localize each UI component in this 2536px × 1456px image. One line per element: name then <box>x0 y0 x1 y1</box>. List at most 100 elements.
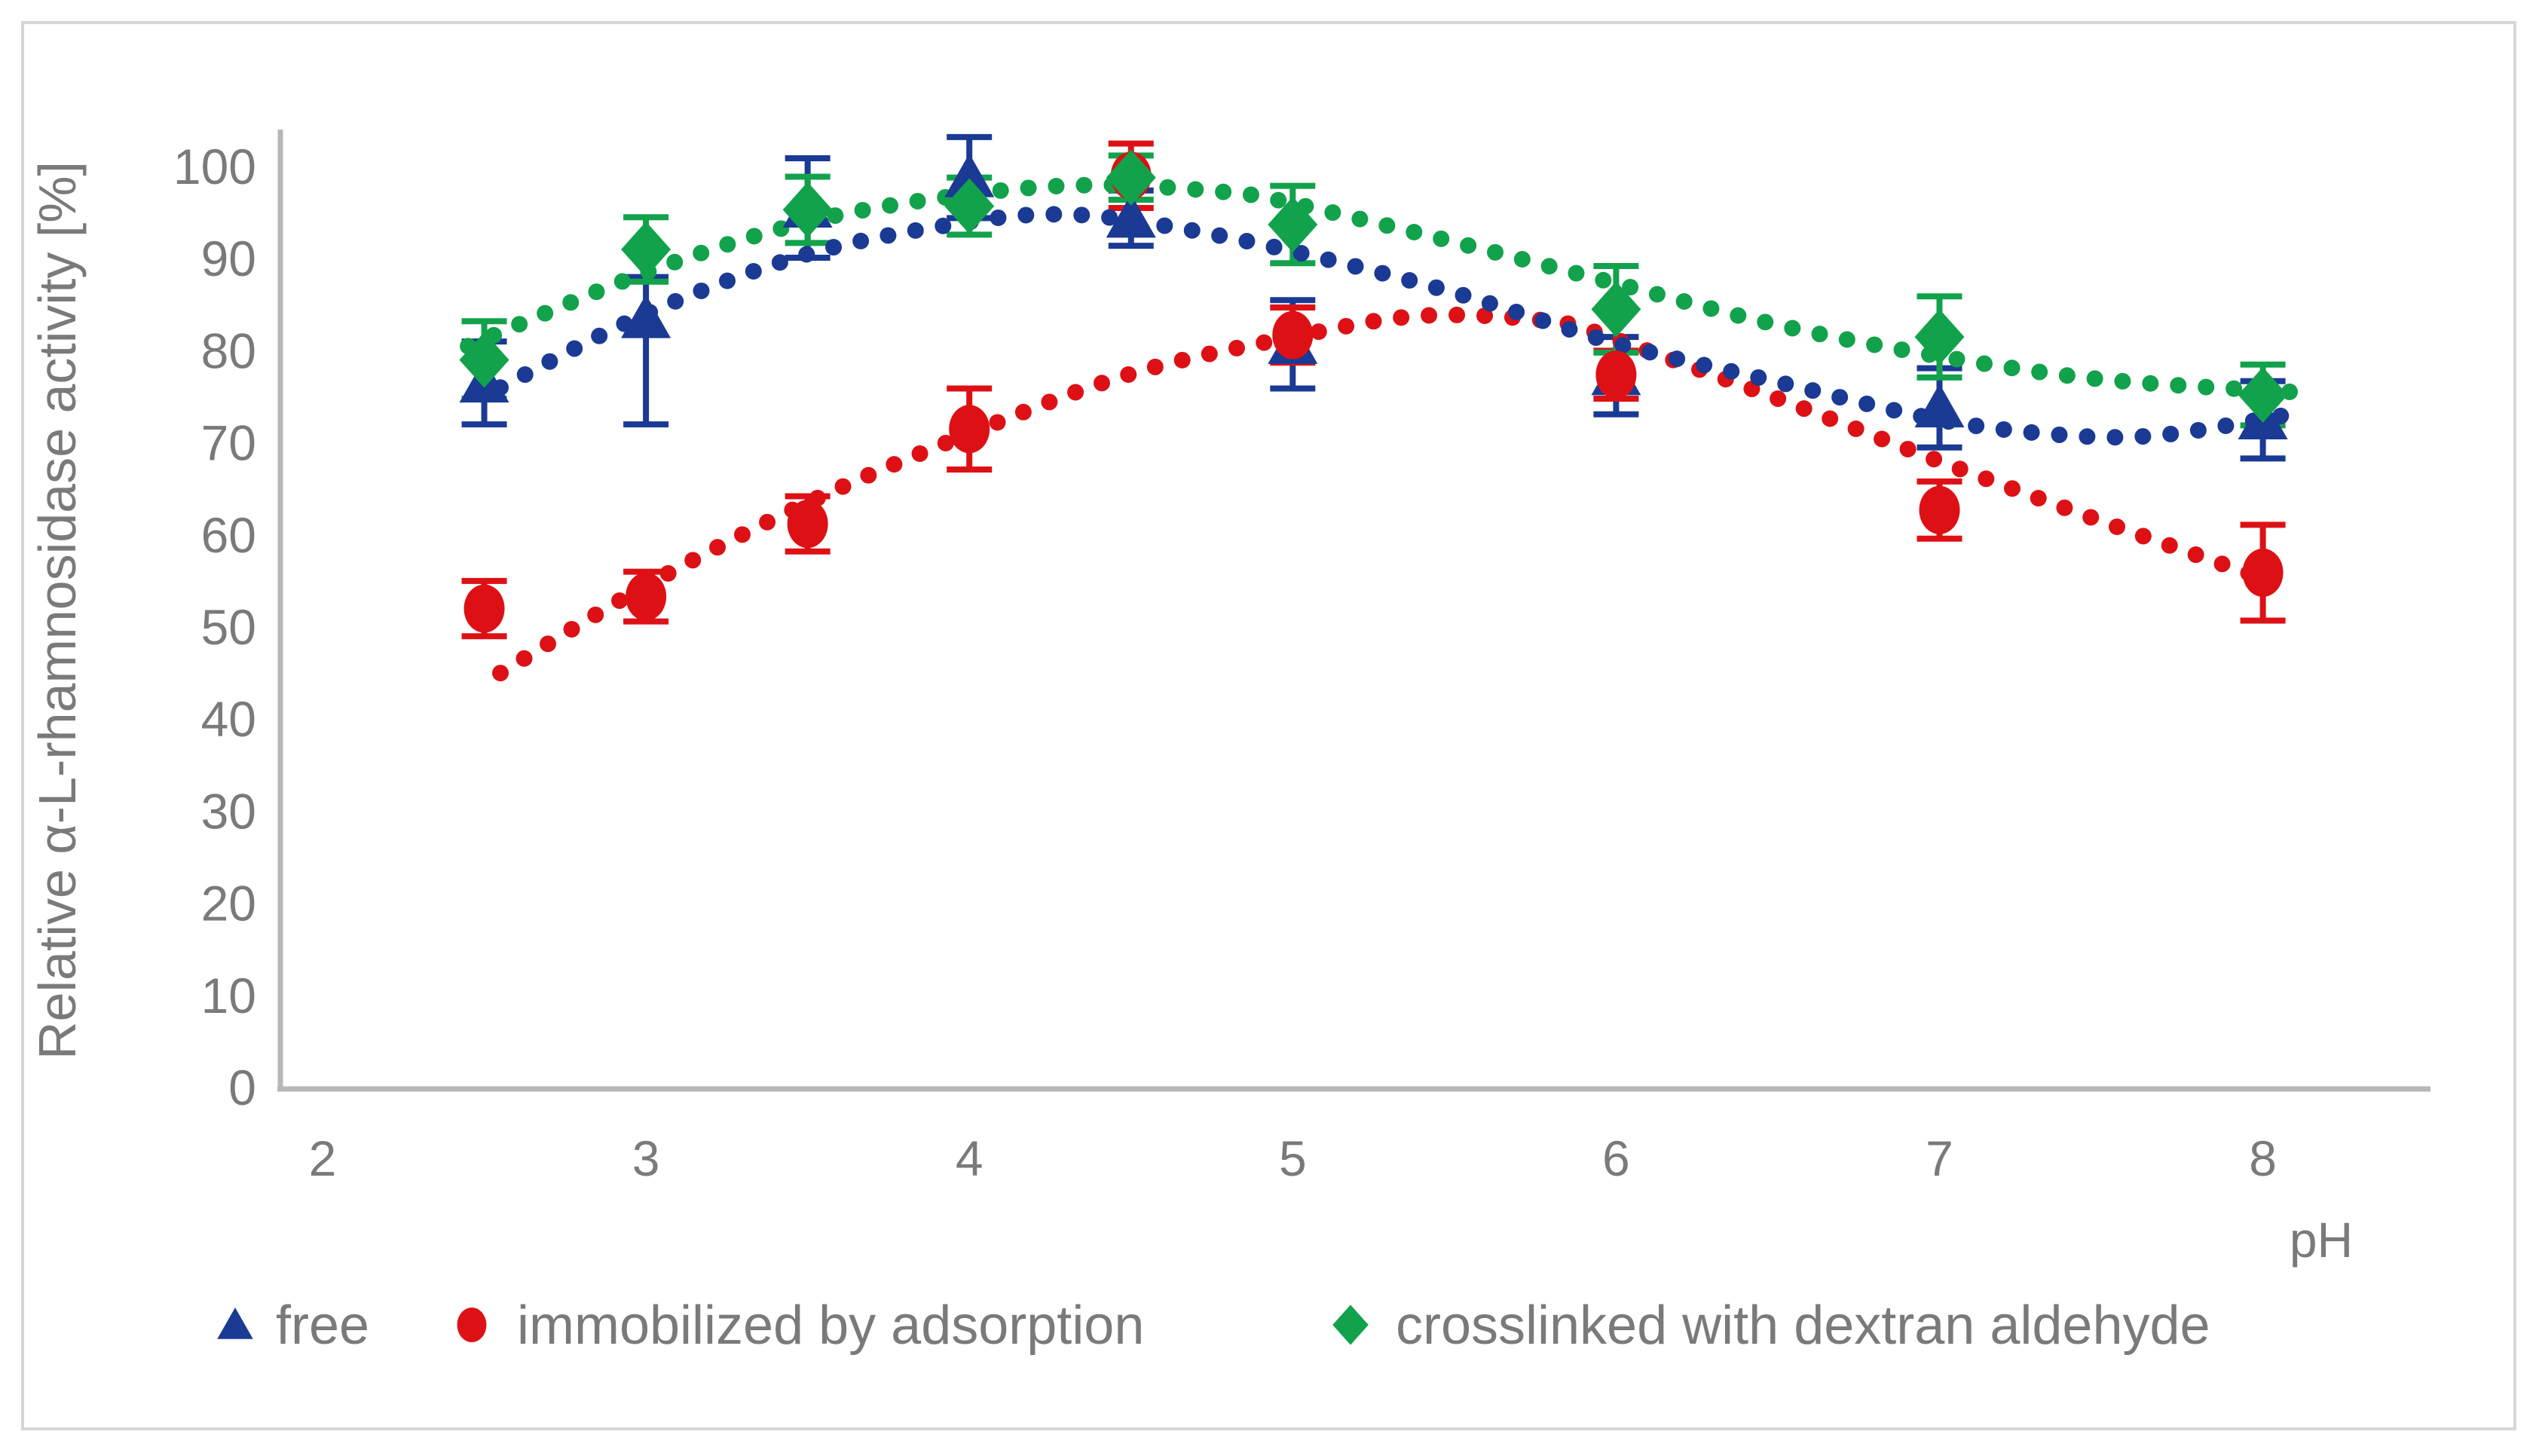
immobilized-by-adsorption-trend-dot <box>1874 430 1891 448</box>
free-trend-dot <box>907 222 924 239</box>
free-trend-dot <box>1696 356 1713 374</box>
immobilized-by-adsorption-trend-dot <box>989 414 1006 431</box>
immobilized-by-adsorption-trend-dot <box>1770 390 1787 407</box>
free-trend-dot <box>745 263 762 280</box>
immobilized-by-adsorption-trend-dot <box>2109 518 2126 536</box>
x-tick-label: 7 <box>1926 1130 1953 1186</box>
immobilized-by-adsorption-trend-dot <box>1201 345 1218 362</box>
free-trend-dot <box>2051 426 2068 443</box>
immobilized-by-adsorption-trend-dot <box>911 445 928 462</box>
crosslinked-with-dextran-aldehyde-trend-dot <box>1757 314 1774 331</box>
x-tick-label: 6 <box>1602 1130 1630 1186</box>
free-trend-dot <box>1886 402 1903 419</box>
immobilized-by-adsorption-trend-dot <box>1228 339 1245 356</box>
free-trend-dot <box>1017 206 1035 224</box>
immobilized-by-adsorption-trend-dot <box>2161 537 2178 554</box>
crosslinked-with-dextran-aldehyde-trend-dot <box>562 294 580 311</box>
y-tick-label: 60 <box>201 507 256 563</box>
y-tick-label: 70 <box>201 415 256 471</box>
free-trend-dot <box>667 292 684 310</box>
crosslinked-with-dextran-aldehyde-marker-ph-7 <box>1914 309 1965 366</box>
immobilized-by-adsorption-trend-dot <box>1393 309 1410 326</box>
figure-border <box>21 21 2516 1430</box>
crosslinked-with-dextran-aldehyde-marker-ph-4 <box>944 178 995 234</box>
free-trend-dot <box>1073 206 1091 224</box>
crosslinked-with-dextran-aldehyde-marker-ph-3.5 <box>782 182 833 238</box>
crosslinked-with-dextran-aldehyde-trend-dot <box>2142 375 2159 392</box>
immobilized-by-adsorption-trend-dot <box>1926 451 1943 468</box>
immobilized-by-adsorption-trend-dot <box>2056 499 2073 516</box>
immobilized-by-adsorption-marker-ph-2.5 <box>463 584 505 633</box>
crosslinked-with-dextran-aldehyde-trend-dot <box>588 283 605 301</box>
crosslinked-with-dextran-aldehyde-trend-dot <box>1215 183 1232 200</box>
free-trend-dot <box>1183 222 1201 239</box>
immobilized-by-adsorption-marker-ph-4 <box>949 405 990 454</box>
free-trend-dot <box>1320 251 1337 268</box>
crosslinked-with-dextran-aldehyde-trend-dot <box>2086 370 2103 387</box>
legend-label-2: crosslinked with dextran aldehyde <box>1396 1295 2210 1356</box>
free-trend-dot <box>990 209 1007 226</box>
immobilized-by-adsorption-trend-dot <box>659 564 677 582</box>
crosslinked-with-dextran-aldehyde-trend-dot <box>2170 377 2187 394</box>
crosslinked-with-dextran-aldehyde-trend-dot <box>1568 265 1585 282</box>
y-tick-label: 10 <box>201 968 256 1023</box>
immobilized-by-adsorption-trend-dot <box>2082 509 2100 526</box>
crosslinked-with-dextran-aldehyde-trend-dot <box>2003 359 2021 377</box>
free-trend-dot <box>1669 350 1686 368</box>
crosslinked-with-dextran-aldehyde-trend-dot <box>1460 237 1477 254</box>
free-marker-ph-4 <box>944 153 995 197</box>
crosslinked-with-dextran-aldehyde-trend-dot <box>745 228 763 245</box>
free-trend-dot <box>1804 382 1822 399</box>
immobilized-by-adsorption-trend-dot <box>1093 375 1110 392</box>
free-trend-dot <box>2162 425 2180 442</box>
y-tick-label: 80 <box>201 323 256 378</box>
immobilized-by-adsorption-trend-dot <box>709 539 727 556</box>
free-trend-dot <box>719 272 736 289</box>
y-tick-label: 0 <box>228 1060 256 1115</box>
x-tick-label: 2 <box>309 1130 337 1186</box>
x-tick-label: 3 <box>632 1130 660 1186</box>
crosslinked-with-dextran-aldehyde-trend-dot <box>1513 251 1531 268</box>
crosslinked-with-dextran-aldehyde-trend-dot <box>511 316 528 333</box>
x-tick-label: 5 <box>1279 1130 1307 1186</box>
crosslinked-with-dextran-aldehyde-marker-ph-6 <box>1591 281 1641 338</box>
y-tick-label: 30 <box>201 783 256 839</box>
free-trend-dot <box>1831 389 1849 406</box>
immobilized-by-adsorption-trend-dot <box>759 513 776 531</box>
free-marker-ph-7 <box>1914 384 1965 428</box>
immobilized-by-adsorption-marker-ph-3 <box>626 572 667 621</box>
crosslinked-with-dextran-aldehyde-trend-dot <box>1811 326 1828 343</box>
immobilized-by-adsorption-trend-dot <box>1310 323 1327 341</box>
crosslinked-with-dextran-aldehyde-trend-dot <box>1351 210 1369 228</box>
immobilized-by-adsorption-marker-ph-3.5 <box>787 500 828 549</box>
free-trend-dot <box>1347 258 1364 275</box>
free-trend-dot <box>1614 337 1632 354</box>
free-trend-dot <box>1858 395 1876 412</box>
immobilized-by-adsorption-trend-dot <box>1014 403 1032 421</box>
immobilized-by-adsorption-trend-dot <box>1338 317 1355 335</box>
free-trend-dot <box>771 254 788 271</box>
y-tick-label: 90 <box>201 231 256 286</box>
crosslinked-with-dextran-aldehyde-trend-dot <box>2198 378 2215 396</box>
immobilized-by-adsorption-marker-ph-7 <box>1919 485 1960 534</box>
free-trend-dot <box>1777 375 1794 393</box>
immobilized-by-adsorption-trend-dot <box>1365 313 1382 330</box>
crosslinked-with-dextran-aldehyde-trend-dot <box>1378 217 1396 234</box>
crosslinked-with-dextran-aldehyde-trend-dot <box>2226 380 2243 397</box>
crosslinked-with-dextran-aldehyde-trend-dot <box>882 197 899 214</box>
free-trend-dot <box>2217 417 2235 434</box>
free-trend-dot <box>2079 428 2096 445</box>
immobilized-by-adsorption-marker-ph-5 <box>1272 310 1314 359</box>
crosslinked-with-dextran-aldehyde-trend-dot <box>1595 271 1612 289</box>
y-tick-label: 100 <box>173 139 256 194</box>
crosslinked-with-dextran-aldehyde-trend-dot <box>1270 191 1287 209</box>
crosslinked-with-dextran-aldehyde-trend-dot <box>2031 363 2048 381</box>
free-trend-dot <box>1211 227 1228 244</box>
free-trend-dot <box>693 282 710 299</box>
free-trend-dot <box>591 327 608 344</box>
crosslinked-with-dextran-aldehyde-trend-dot <box>827 207 844 225</box>
immobilized-by-adsorption-trend-dot <box>1256 334 1273 351</box>
free-trend-dot <box>879 227 897 244</box>
free-trend-dot <box>1587 329 1605 346</box>
